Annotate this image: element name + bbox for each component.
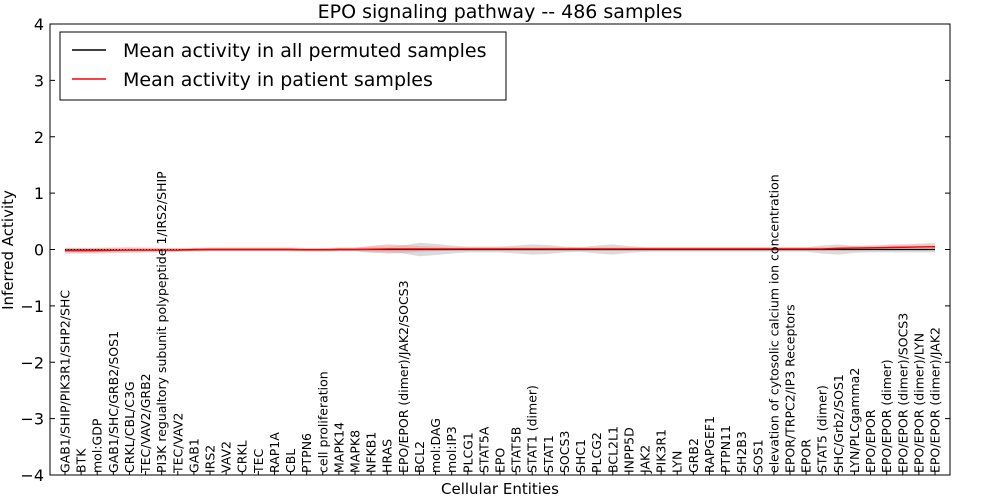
x-tick-label: STAT1 — [541, 435, 556, 473]
x-tick-label: MAPK14 — [331, 422, 346, 473]
x-tick-label: JAK2 — [638, 445, 653, 474]
x-tick-label: STAT1 (dimer) — [525, 385, 540, 473]
x-tick-label: HRAS — [380, 439, 395, 473]
series-lines — [65, 245, 936, 252]
legend-box — [59, 31, 507, 101]
x-tick-label: PTPN11 — [718, 425, 733, 473]
x-tick-label: EPO/EPOR (dimer)/LYN — [911, 333, 926, 473]
chart-title: EPO signaling pathway -- 486 samples — [318, 1, 683, 23]
x-tick-label: cell proliferation — [315, 371, 330, 473]
x-tick-label: PLCG1 — [460, 432, 475, 473]
x-tick-label: PLCG2 — [589, 432, 604, 473]
x-tick-label: VAV2 — [219, 441, 234, 473]
y-tick-label: −2 — [20, 353, 44, 372]
x-tick-label: elevation of cytosolic calcium ion conce… — [766, 174, 781, 473]
y-tick-label: 2 — [34, 128, 44, 147]
x-tick-label: BCL2L1 — [605, 426, 620, 473]
y-tick-label: 0 — [34, 241, 44, 260]
x-tick-label: INPP5D — [621, 427, 636, 473]
legend-label-patient: Mean activity in patient samples — [123, 69, 433, 91]
x-tick-label: LYN/PLCgamma2 — [847, 368, 862, 473]
x-tick-label: SOS1 — [750, 439, 765, 473]
x-tick-label: RAPGEF1 — [702, 416, 717, 473]
x-tick-label: EPO/EPOR (dimer) — [879, 359, 894, 473]
x-axis-label: Cellular Entities — [441, 480, 559, 498]
x-tick-label: PIK3R1 — [654, 429, 669, 473]
x-tick-label: STAT5B — [509, 427, 524, 473]
x-tick-label: IRS2 — [203, 445, 218, 473]
series-line-patient — [65, 245, 936, 252]
x-tick-label: STAT5A — [476, 426, 491, 473]
y-tick-label: −3 — [20, 410, 44, 429]
y-tick-label: 4 — [34, 15, 44, 34]
x-tick-label: GAB1/SHC/GRB2/SOS1 — [106, 331, 121, 473]
x-tick-label: PI3K regualtory subunit polypeptide 1/IR… — [154, 171, 169, 473]
y-tick-label: 3 — [34, 71, 44, 90]
x-tick-label: EPO/EPOR (dimer)/SOCS3 — [895, 313, 910, 473]
x-tick-label: BCL2 — [412, 441, 427, 473]
x-tick-label: EPO/EPOR (dimer)/JAK2/SOCS3 — [396, 280, 411, 473]
x-tick-label: EPO — [493, 448, 508, 473]
x-tick-label: SHC1 — [573, 439, 588, 473]
legend: Mean activity in all permuted samples Me… — [59, 31, 507, 101]
x-tick-label: EPO/EPOR (dimer)/JAK2 — [928, 327, 943, 473]
x-tick-label: PTPN6 — [299, 433, 314, 473]
x-tick-label: GRB2 — [686, 438, 701, 473]
x-tick-label: CRKL/CBL/C3G — [122, 381, 137, 473]
x-tick-label: CRKL — [235, 440, 250, 473]
x-tick-label: STAT5 (dimer) — [815, 385, 830, 473]
x-tick-label: EPOR/TRPC2/IP3 Receptors — [783, 304, 798, 473]
x-tick-label: mol:DAG — [428, 418, 443, 473]
x-tick-label: LYN — [670, 451, 685, 473]
y-tick-label: −1 — [20, 297, 44, 316]
x-tick-label: mol:GDP — [90, 418, 105, 473]
plot-frame — [49, 23, 951, 476]
x-tick-label: SOCS3 — [557, 431, 572, 473]
x-tick-label: TEC — [251, 448, 266, 474]
x-tick-label: SHC/Grb2/SOS1 — [831, 374, 846, 473]
y-tick-label: 1 — [34, 184, 44, 203]
x-tick-label: GAB1/SHIP/PIK3R1/SHP2/SHC — [58, 290, 73, 473]
y-tick-label: −4 — [20, 466, 44, 485]
x-tick-label: EPOR — [799, 439, 814, 473]
x-tick-label: TEC/VAV2/GRB2 — [138, 373, 153, 474]
x-tick-label: RAP1A — [267, 432, 282, 473]
x-tick-label: BTK — [74, 448, 89, 473]
x-tick-label: TEC/VAV2 — [170, 413, 185, 474]
x-tick-label: EPO/EPOR — [863, 409, 878, 473]
y-axis-label: Inferred Activity — [0, 190, 17, 310]
legend-label-permuted: Mean activity in all permuted samples — [123, 40, 486, 62]
x-tick-label: NFKB1 — [364, 432, 379, 473]
x-tick-label: GAB1 — [186, 438, 201, 473]
x-tick-labels: GAB1/SHIP/PIK3R1/SHP2/SHC BTK mol:GDP GAB1/… — [58, 171, 943, 475]
x-tick-label: mol:IP3 — [444, 426, 459, 473]
x-tick-label: SH2B3 — [734, 431, 749, 473]
x-tick-label: MAPK8 — [348, 430, 363, 473]
x-tick-label: CBL — [283, 449, 298, 473]
